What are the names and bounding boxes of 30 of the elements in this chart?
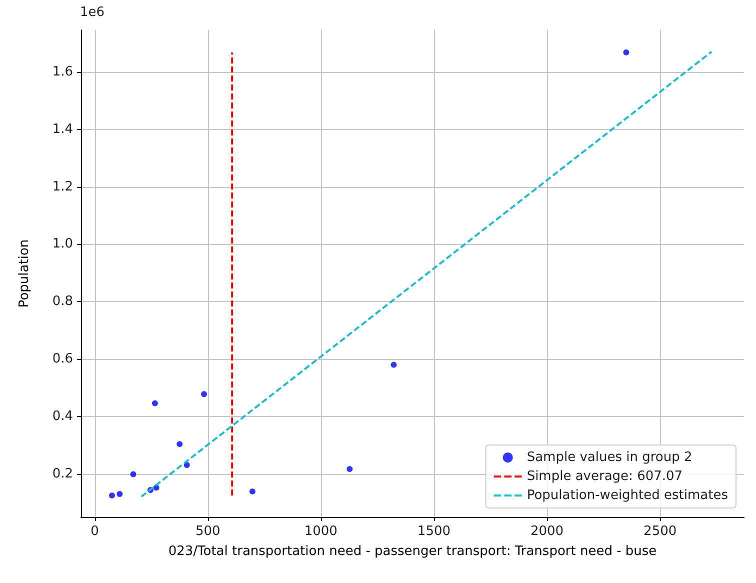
legend-label: Population-weighted estimates: [526, 488, 728, 503]
x-tick-label: 2500: [644, 524, 677, 539]
legend-label: Sample values in group 2: [526, 450, 692, 465]
y-tick-label: 0.4: [52, 409, 73, 424]
point: [390, 362, 397, 368]
y-tick-label: 1.2: [52, 179, 73, 194]
x-axis-title: 023/Total transportation need - passenger transport: Transport need - buse: [168, 544, 657, 559]
y-tick-label: 0.8: [52, 294, 73, 310]
point: [108, 492, 115, 498]
y-tick-label: 0.6: [52, 352, 73, 367]
legend-label: Simple average: 607.07: [526, 469, 683, 484]
y-tick-label: 1.4: [52, 122, 73, 137]
point: [116, 491, 123, 498]
x-tick-label: 0: [90, 524, 99, 539]
point: [623, 49, 630, 56]
point: [152, 400, 158, 406]
y-tick-label: 1.6: [52, 64, 73, 80]
y-tick-label: 0.2: [52, 466, 73, 482]
text: 1e6: [80, 5, 105, 20]
y-axis-title: Population: [17, 239, 32, 308]
x-tick-label: 500: [195, 524, 220, 539]
x-tick-label: 2000: [530, 524, 564, 539]
point: [130, 471, 136, 478]
x-tick-label: 1000: [304, 524, 338, 539]
x-tick-label: 1500: [417, 524, 451, 539]
point: [176, 441, 183, 448]
point: [346, 466, 353, 472]
point: [249, 488, 256, 494]
point: [201, 391, 208, 398]
y-tick-label: 1.0: [52, 236, 73, 252]
